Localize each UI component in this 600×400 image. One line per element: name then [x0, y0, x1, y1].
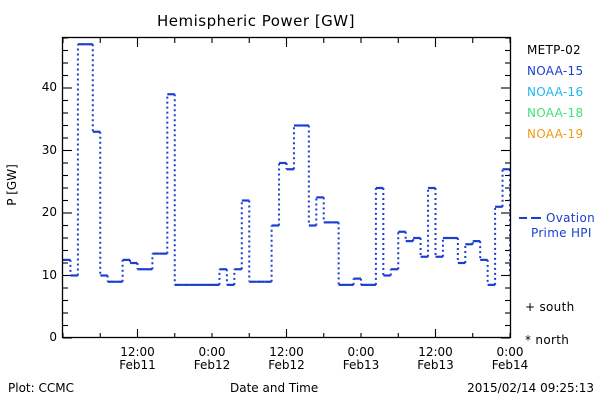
x-tick-label: 12:00 Feb13: [396, 345, 476, 372]
y-tick-label: 10: [41, 267, 57, 282]
x-tick-date: Feb13: [417, 358, 454, 372]
legend-marker-south: + south: [525, 300, 575, 314]
x-tick-time: 0:00: [496, 345, 524, 359]
x-tick-date: Feb12: [268, 358, 305, 372]
x-tick-date: Feb11: [119, 358, 156, 372]
y-tick-label: 40: [41, 80, 57, 94]
x-tick-label: 12:00 Feb11: [98, 345, 178, 372]
plot-frame: [61, 36, 512, 339]
x-tick-label: 0:00 Feb12: [172, 345, 252, 372]
legend-item-metp-02[interactable]: METP-02: [527, 43, 581, 57]
x-tick-date: Feb14: [491, 358, 529, 372]
legend-ovation-line1: Ovation: [546, 211, 595, 225]
legend-item-noaa-16[interactable]: NOAA-16: [527, 85, 584, 99]
axis-layer: [62, 37, 511, 339]
x-tick-time: 0:00: [347, 345, 375, 359]
y-tick-label: 20: [41, 205, 57, 219]
x-tick-time: 12:00: [418, 345, 453, 359]
x-tick-time: 12:00: [269, 345, 304, 359]
y-tick-label: 30: [41, 142, 57, 157]
x-tick-time: 12:00: [120, 345, 155, 359]
series-layer: [63, 43, 511, 286]
x-tick-date: Feb12: [193, 358, 231, 372]
legend-ovation-line2: Prime HPI: [531, 226, 592, 240]
x-tick-time: 0:00: [198, 345, 226, 359]
timestamp: 2015/02/14 09:25:13: [467, 381, 594, 395]
legend-item-noaa-19[interactable]: NOAA-19: [527, 127, 584, 141]
legend-item-noaa-15[interactable]: NOAA-15: [527, 64, 584, 78]
legend-item-noaa-18[interactable]: NOAA-18: [527, 106, 584, 120]
plot-credit: Plot: CCMC: [8, 381, 74, 395]
legend-marker-north: * north: [525, 333, 570, 347]
x-tick-label: 12:00 Feb12: [247, 345, 327, 372]
x-tick-label: 0:00 Feb13: [321, 345, 401, 372]
x-tick-label: 0:00 Feb14: [470, 345, 550, 372]
y-tick-label: 0: [49, 330, 57, 344]
x-tick-date: Feb13: [342, 358, 380, 372]
chart-title: Hemispheric Power [GW]: [157, 12, 355, 30]
x-axis-label: Date and Time: [230, 381, 319, 395]
